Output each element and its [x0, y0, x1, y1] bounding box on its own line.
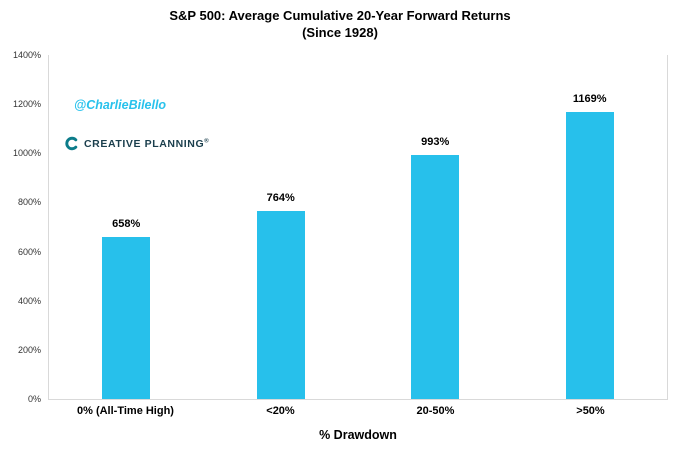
bar [411, 155, 460, 399]
x-category-label: >50% [576, 405, 605, 417]
bar-slot: 764% [204, 55, 359, 399]
chart-title: S&P 500: Average Cumulative 20-Year Forw… [0, 7, 680, 41]
trademark-symbol: ® [204, 138, 210, 144]
bar-value-label: 764% [266, 192, 295, 205]
x-category-label: <20% [266, 405, 295, 417]
bar [565, 111, 614, 399]
chart-title-line2: (Since 1928) [302, 25, 378, 40]
x-category-label: 20-50% [416, 405, 455, 417]
y-axis-tick-label: 1200% [12, 99, 41, 110]
y-axis-tick-label: 1000% [12, 148, 41, 159]
bar-slot: 1169% [513, 55, 668, 399]
y-axis-tick-label: 800% [17, 197, 41, 208]
bar-value-label: 658% [112, 218, 141, 231]
bar [256, 211, 305, 399]
y-axis-tick-label: 200% [17, 344, 41, 355]
watermark-handle: @CharlieBilello [74, 98, 167, 112]
x-axis-category-labels: 0% (All-Time High) <20% 20-50% >50% [48, 405, 668, 417]
plot-area: 0% 200% 400% 600% 800% 1000% 1200% 1400% 658% 764… [13, 50, 668, 404]
creative-planning-icon [64, 136, 79, 151]
creative-planning-logo: CREATIVE PLANNING® [64, 136, 209, 151]
bar-slot: 993% [358, 55, 513, 399]
x-category-label: 0% (All-Time High) [77, 405, 174, 417]
bar-value-label: 1169% [572, 92, 607, 105]
bar [102, 237, 151, 399]
y-axis-tick-label: 1400% [12, 50, 41, 60]
y-axis-tick-label: 600% [17, 246, 41, 257]
x-axis-title: % Drawdown [319, 428, 397, 442]
bar-slot: 658% [49, 55, 204, 399]
bar-value-label: 993% [421, 136, 450, 149]
y-axis-tick-label: 400% [17, 295, 41, 306]
creative-planning-text: CREATIVE PLANNING® [84, 137, 210, 150]
y-axis-tick-label: 0% [27, 394, 41, 404]
chart-title-line1: S&P 500: Average Cumulative 20-Year Forw… [169, 8, 511, 23]
